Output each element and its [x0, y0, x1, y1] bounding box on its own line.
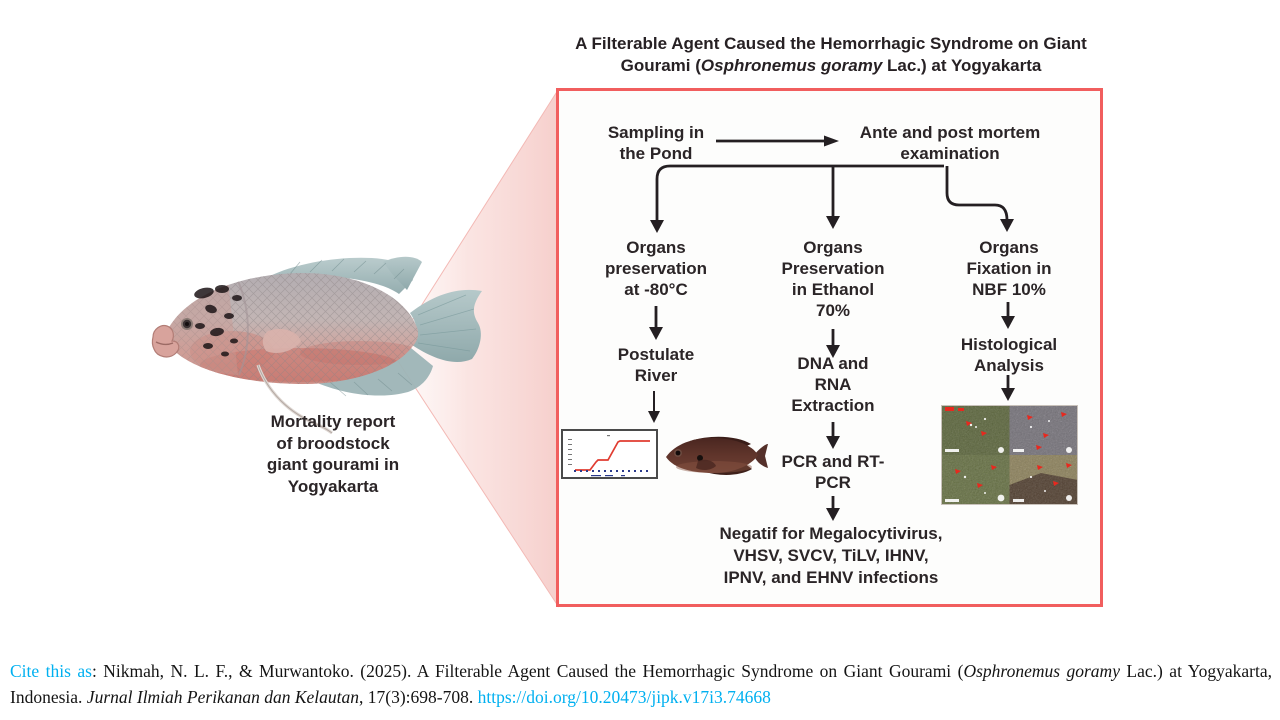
fish-caption: Mortality report of broodstock giant gou… — [266, 412, 400, 496]
doi-link[interactable]: https://doi.org/10.20473/jipk.v17i3.7466… — [477, 687, 771, 707]
step-histological-analysis: Histological Analysis — [960, 335, 1058, 375]
result-text: Negatif for Megalocytivirus, VHSV, SVCV,… — [719, 524, 943, 587]
cite-this-as-label: Cite this as — [10, 661, 92, 681]
figure-title: A Filterable Agent Caused the Hemorrhagi… — [530, 33, 1132, 77]
step-dna-rna-extraction: DNA and RNA Extraction — [791, 354, 875, 415]
step-organs-nbf: Organs Fixation in NBF 10% — [966, 238, 1052, 299]
step-organs-ethanol: Organs Preservation in Ethanol 70% — [781, 238, 885, 320]
citation: Cite this as: Nikmah, N. L. F., & Murwan… — [10, 661, 1272, 707]
figure-title-line2: Gourami (Osphronemus goramy Lac.) at Yog… — [620, 56, 1042, 75]
step-postulate-river: Postulate River — [617, 345, 695, 385]
step-organs-minus80: Organs preservation at -80°C — [604, 238, 708, 299]
step-examination: Ante and post mortem examination — [859, 123, 1041, 163]
step-pcr-rtpcr: PCR and RT- PCR — [781, 452, 885, 492]
step-sampling: Sampling in the Pond — [607, 123, 705, 163]
figure-title-line1: A Filterable Agent Caused the Hemorrhagi… — [575, 34, 1087, 53]
